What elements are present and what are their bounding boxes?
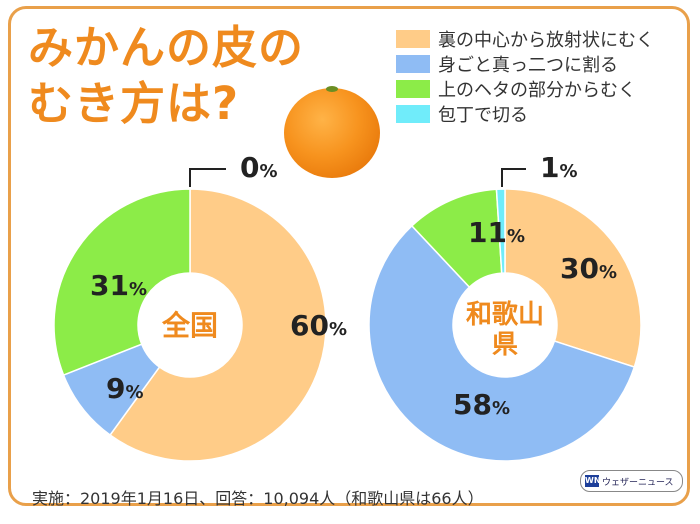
data-label: 0% [240,151,278,184]
data-label: 58% [453,388,510,421]
legend-swatch [396,79,430,98]
legend-swatch [396,29,430,48]
data-label: 31% [90,269,147,302]
data-label: 30% [560,252,617,285]
title-line-1: みかんの皮の [28,21,305,74]
legend-item: 包丁で切る [396,101,654,126]
legend-label: 裏の中心から放射状にむく [438,29,654,51]
legend-item: 裏の中心から放射状にむく [396,26,654,51]
data-label: 9% [106,372,144,405]
center-label: 和歌山 [466,300,544,330]
survey-footnote: 実施：2019年1月16日、回答：10,094人（和歌山県は66人） [32,489,484,508]
orange-stem-icon [326,86,338,92]
donut-hole [138,273,242,377]
legend-label: 包丁で切る [438,104,528,126]
donut-hole [453,273,557,377]
title-line-2: むき方は? [28,77,240,130]
legend-item: 上のヘタの部分からむく [396,76,654,101]
legend-swatch [396,104,430,123]
donut-chart-0: 全国 60% 9% 31% 0% [53,151,347,462]
logo-mark: WN [585,475,601,487]
data-label: 60% [290,309,347,342]
legend-label: 身ごと真っ二つに割る [438,54,618,76]
legend-swatch [396,54,430,73]
data-label: 11% [468,216,525,249]
logo-text: ウェザーニュース [602,477,674,488]
legend-item: 身ごと真っ二つに割る [396,51,654,76]
mandarin-orange-image [284,88,380,178]
center-label: 県 [492,330,518,360]
donut-chart-1: 和歌山県 30% 58% 11% 1% [368,151,642,462]
legend-label: 上のヘタの部分からむく [438,79,636,101]
center-label: 全国 [161,309,218,342]
legend: 裏の中心から放射状にむく 身ごと真っ二つに割る 上のヘタの部分からむく 包丁で切… [396,26,654,126]
leader-line [189,168,226,187]
page-title: みかんの皮の むき方は? [28,20,304,132]
data-label: 1% [540,151,578,184]
leader-line [501,168,526,187]
weathernews-logo: WN ウェザーニュース [580,470,683,492]
